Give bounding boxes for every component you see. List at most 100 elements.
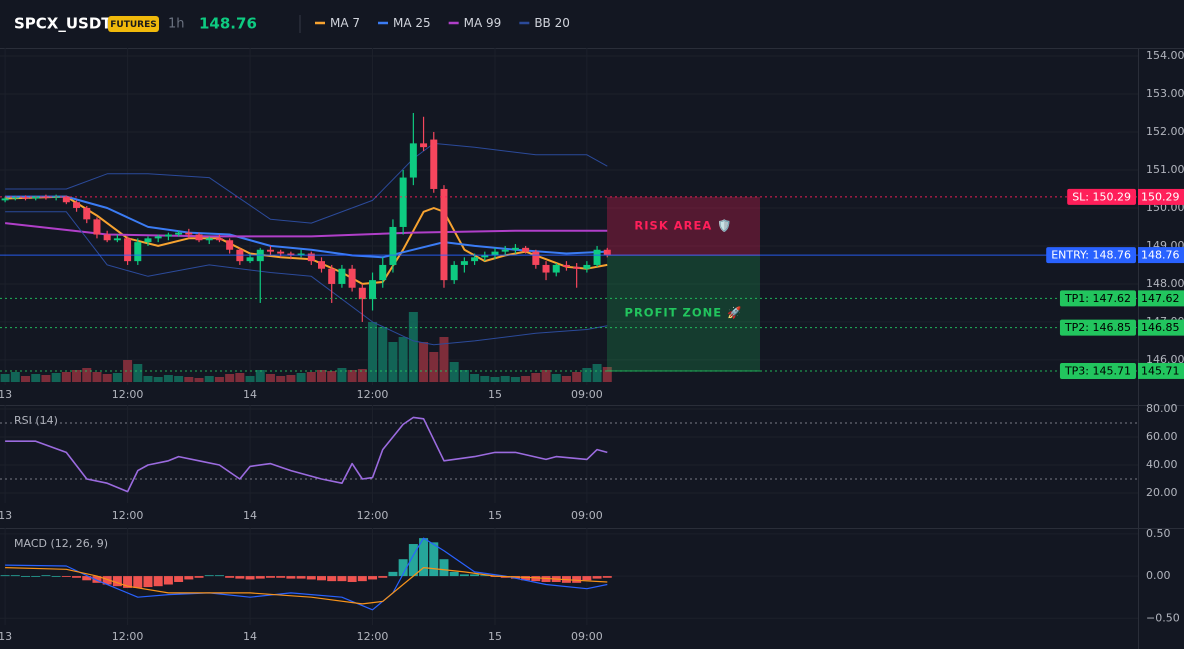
volume-bar: [31, 374, 41, 382]
level-value-bg: [1138, 188, 1184, 205]
volume-bar: [214, 377, 224, 382]
candle-body: [175, 232, 183, 235]
candle-body: [573, 266, 581, 269]
histogram-bar: [10, 575, 20, 577]
volume-bar: [21, 376, 31, 382]
candle-body: [1, 198, 9, 201]
volume-bar: [602, 367, 612, 382]
volume-bar: [592, 364, 602, 382]
volume-bar: [347, 370, 357, 382]
volume-bar: [459, 370, 469, 382]
level-label: TP3: 145.71: [1064, 364, 1131, 377]
histogram-bar: [572, 576, 582, 583]
candle-body: [73, 202, 81, 208]
candle-body: [11, 197, 19, 199]
y-tick-label: 0.00: [1146, 569, 1171, 582]
volume-bar: [174, 376, 184, 382]
volume-bar: [357, 369, 367, 382]
candle-body: [460, 261, 468, 265]
candle-body: [491, 251, 499, 256]
candle-body: [552, 264, 560, 273]
badge: FUTURES: [110, 20, 156, 30]
candle-body: [103, 234, 111, 241]
histogram-bar: [459, 574, 469, 577]
histogram-bar: [449, 571, 459, 577]
volume-bar: [316, 370, 326, 382]
candle-body: [522, 247, 530, 252]
histogram-bar: [184, 576, 194, 580]
histogram-bar: [296, 576, 306, 579]
candle-body: [205, 238, 213, 241]
x-tick-label: 12:00: [357, 388, 389, 401]
interval: 1h: [168, 17, 185, 32]
symbol: SPCX_USDT: [14, 15, 112, 33]
volume-bar: [123, 360, 133, 382]
candle-body: [379, 264, 387, 281]
histogram-bar: [327, 576, 337, 582]
level-label: TP2: 146.85: [1064, 321, 1131, 334]
candle-body: [266, 249, 274, 252]
histogram-bar: [592, 576, 602, 579]
volume-bar: [480, 376, 490, 382]
y-tick-label: 80.00: [1146, 402, 1178, 415]
y-tick-label: 60.00: [1146, 430, 1178, 443]
candle-body: [593, 249, 601, 265]
volume-bar: [419, 342, 429, 382]
histogram-bar: [276, 576, 286, 578]
volume-bar: [572, 372, 582, 382]
volume-bar: [378, 327, 388, 382]
histogram-bar: [378, 576, 388, 578]
volume-bar: [72, 370, 82, 382]
candle-body: [348, 268, 356, 288]
legend-label: MA 99: [464, 16, 502, 30]
volume-bar: [286, 375, 296, 382]
volume-bar: [245, 376, 255, 382]
candle-body: [215, 238, 223, 241]
y-tick-label: 146.00: [1146, 353, 1184, 366]
histogram-bar: [163, 576, 173, 585]
volume-bar: [521, 376, 531, 382]
y-tick-label: 151.00: [1146, 163, 1184, 176]
level-value: 146.85: [1141, 321, 1180, 334]
x-tick-label: 15: [488, 388, 502, 401]
volume-bar: [204, 376, 214, 382]
histogram-bar: [21, 576, 31, 577]
histogram-bar: [439, 559, 449, 577]
volume-bar: [163, 375, 173, 382]
candle-body: [409, 143, 417, 178]
histogram-bar: [521, 576, 531, 581]
zone: [607, 255, 760, 371]
zone-label: PROFIT ZONE 🚀: [625, 306, 743, 320]
volume-bar: [82, 368, 92, 382]
legend-label: BB 20: [534, 16, 570, 30]
histogram-bar: [214, 575, 224, 577]
volume-bar: [194, 378, 204, 382]
volume-bar: [133, 364, 143, 382]
level-label-bg: [1059, 319, 1136, 336]
candle-body: [154, 236, 162, 239]
histogram-bar: [265, 576, 275, 578]
histogram-bar: [306, 576, 316, 580]
histogram-bar: [174, 576, 184, 582]
candle-body: [134, 242, 142, 262]
histogram-bar: [398, 559, 408, 577]
x-tick-label: 12:00: [112, 509, 144, 522]
histogram-bar: [429, 542, 439, 577]
histogram-bar: [31, 576, 41, 577]
volume-bar: [41, 375, 51, 382]
histogram-bar: [153, 576, 163, 587]
volume-bar: [500, 376, 510, 382]
candle-body: [185, 232, 193, 235]
indicator-line: [5, 195, 608, 259]
volume-bar: [92, 372, 102, 382]
histogram-bar: [225, 576, 235, 578]
panel-title: RSI (14): [14, 414, 58, 427]
x-tick-label: 15: [488, 630, 502, 643]
candle-body: [369, 280, 377, 300]
volume-bar: [368, 322, 378, 382]
volume-bar: [531, 373, 541, 382]
volume-bar: [490, 377, 500, 382]
histogram-bar: [368, 576, 378, 580]
y-tick-label: −0.50: [1146, 611, 1180, 624]
candle-body: [195, 234, 203, 241]
